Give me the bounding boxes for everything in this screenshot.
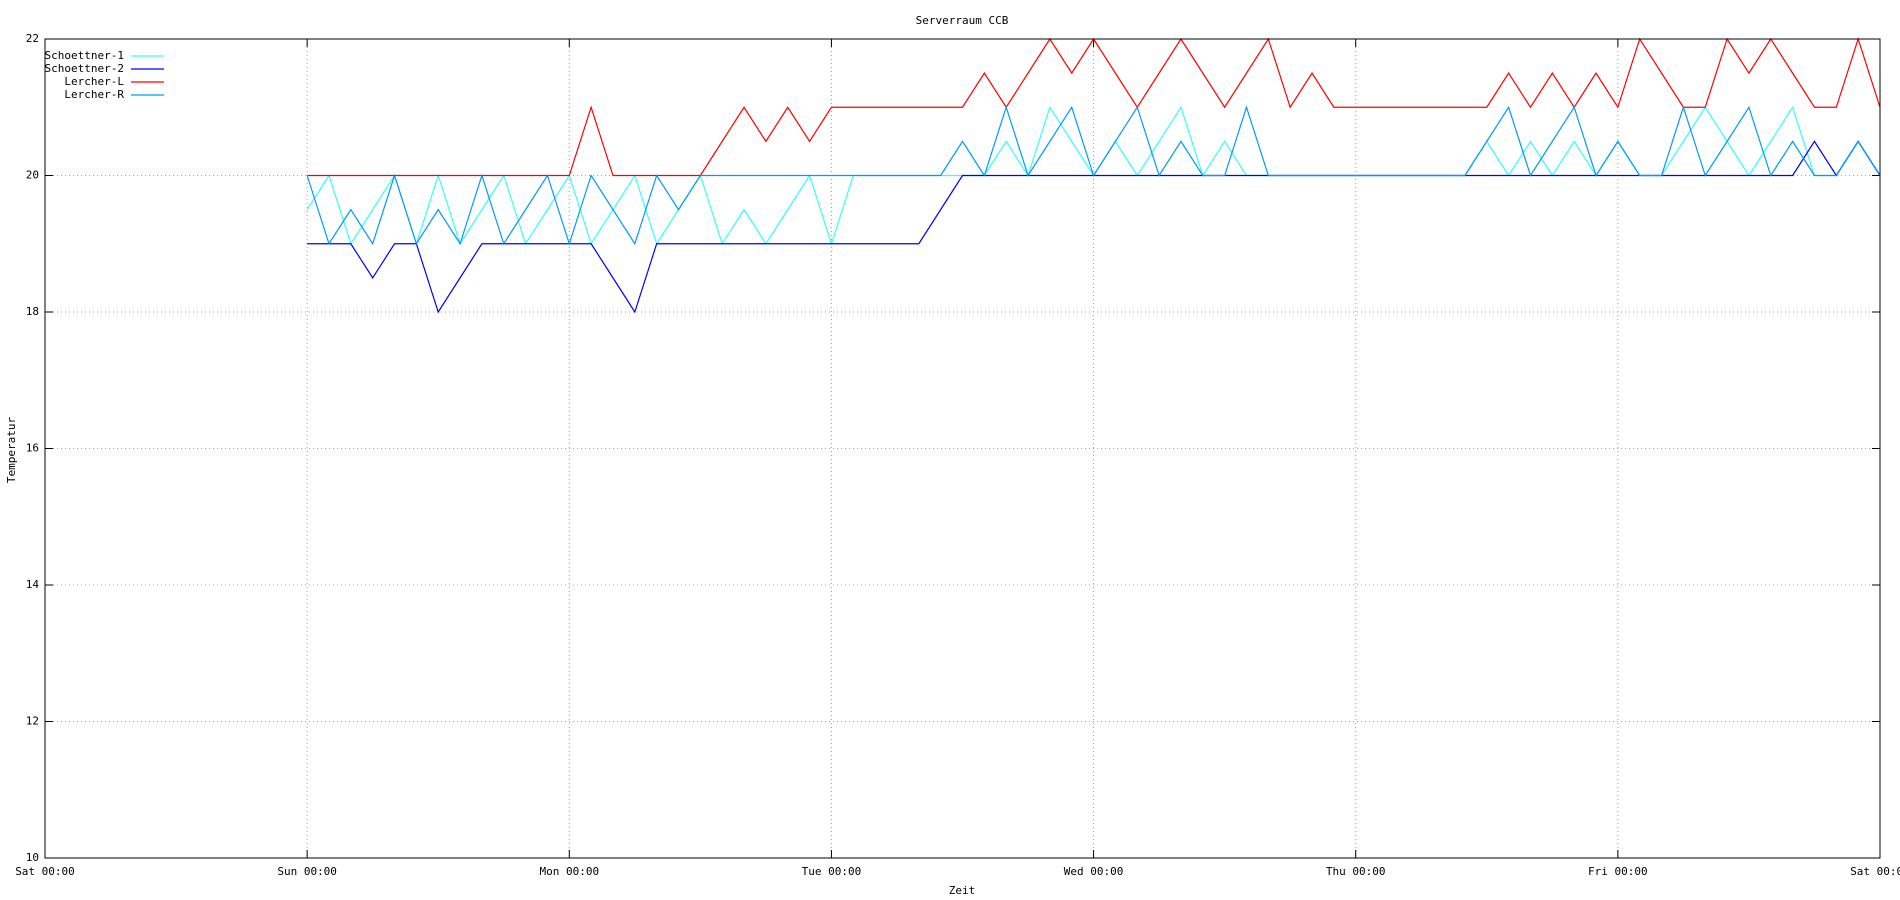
x-axis-label: Zeit — [949, 884, 976, 897]
y-tick-label: 16 — [26, 442, 39, 455]
plot-frame — [44, 38, 1881, 859]
legend-label: Lercher-L — [64, 75, 124, 88]
x-tick-label: Fri 00:00 — [1588, 865, 1648, 878]
y-tick-label: 18 — [26, 305, 39, 318]
y-tick-label: 10 — [26, 851, 39, 864]
series-line — [306, 105, 1881, 246]
chart-title: Serverraum CCB — [916, 14, 1009, 27]
y-tick-label: 12 — [26, 715, 39, 728]
y-tick-label: 14 — [26, 578, 40, 591]
legend-label: Schoettner-1 — [45, 49, 124, 62]
x-tick-label: Thu 00:00 — [1326, 865, 1386, 878]
legend-label: Lercher-R — [64, 88, 124, 101]
x-tick-label: Mon 00:00 — [539, 865, 599, 878]
legend-label: Schoettner-2 — [45, 62, 124, 75]
y-tick-label: 22 — [26, 32, 39, 45]
x-tick-label: Wed 00:00 — [1064, 865, 1124, 878]
x-tick-label: Tue 00:00 — [802, 865, 862, 878]
y-tick-label: 20 — [26, 169, 39, 182]
x-tick-label: Sat 00:00 — [15, 865, 75, 878]
y-axis-label: Temperatur — [5, 417, 18, 484]
x-tick-label: Sat 00:00 — [1850, 865, 1900, 878]
x-tick-label: Sun 00:00 — [277, 865, 337, 878]
